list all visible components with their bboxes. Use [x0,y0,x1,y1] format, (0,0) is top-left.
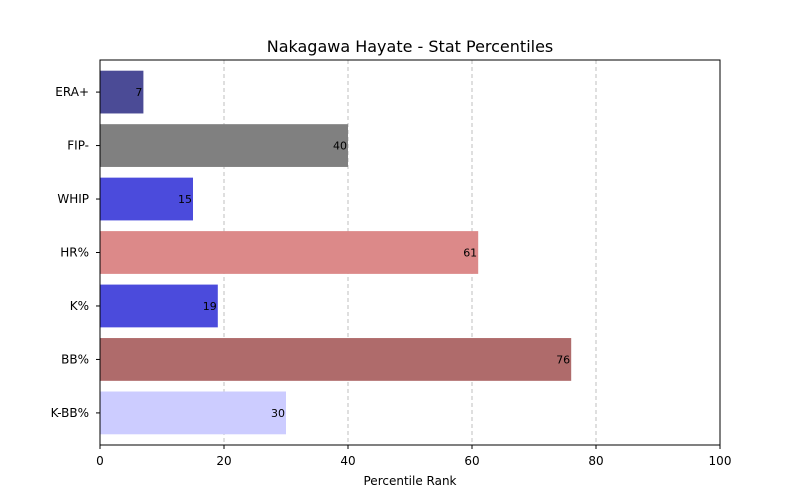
y-tick-label: K-BB% [51,406,89,420]
bar-value-label: 30 [271,407,285,420]
bar [100,338,572,381]
x-tick-label: 80 [588,454,603,468]
bar [100,124,348,167]
y-tick-label: ERA+ [55,85,89,99]
x-tick-label: 60 [464,454,479,468]
bar-value-label: 61 [463,247,477,260]
x-axis-label: Percentile Rank [364,474,457,488]
bar-value-label: 7 [135,86,142,99]
y-tick-label: BB% [61,352,89,366]
bar [100,284,218,328]
y-tick-label: WHIP [57,192,89,206]
y-tick-label: K% [70,299,89,313]
bar-value-label: 19 [203,300,217,313]
x-tick-label: 40 [340,454,355,468]
bar [100,70,144,114]
y-tick-label: FIP- [67,139,89,153]
bar [100,231,479,274]
x-tick-label: 100 [709,454,732,468]
y-axis: ERA+ FIP- WHIP HR% K% BB% K-BB% [51,85,100,420]
bar [100,391,286,435]
x-axis: 0 20 40 60 80 100 [96,445,731,468]
bar-value-label: 15 [178,193,192,206]
x-tick-label: 20 [216,454,231,468]
bar-value-label: 76 [556,353,570,366]
bars: 7 40 15 61 19 76 30 [100,70,572,435]
bar-value-label: 40 [333,140,347,153]
bar [100,177,193,221]
chart-title: Nakagawa Hayate - Stat Percentiles [267,37,554,56]
x-tick-label: 0 [96,454,104,468]
y-tick-label: HR% [60,246,89,260]
